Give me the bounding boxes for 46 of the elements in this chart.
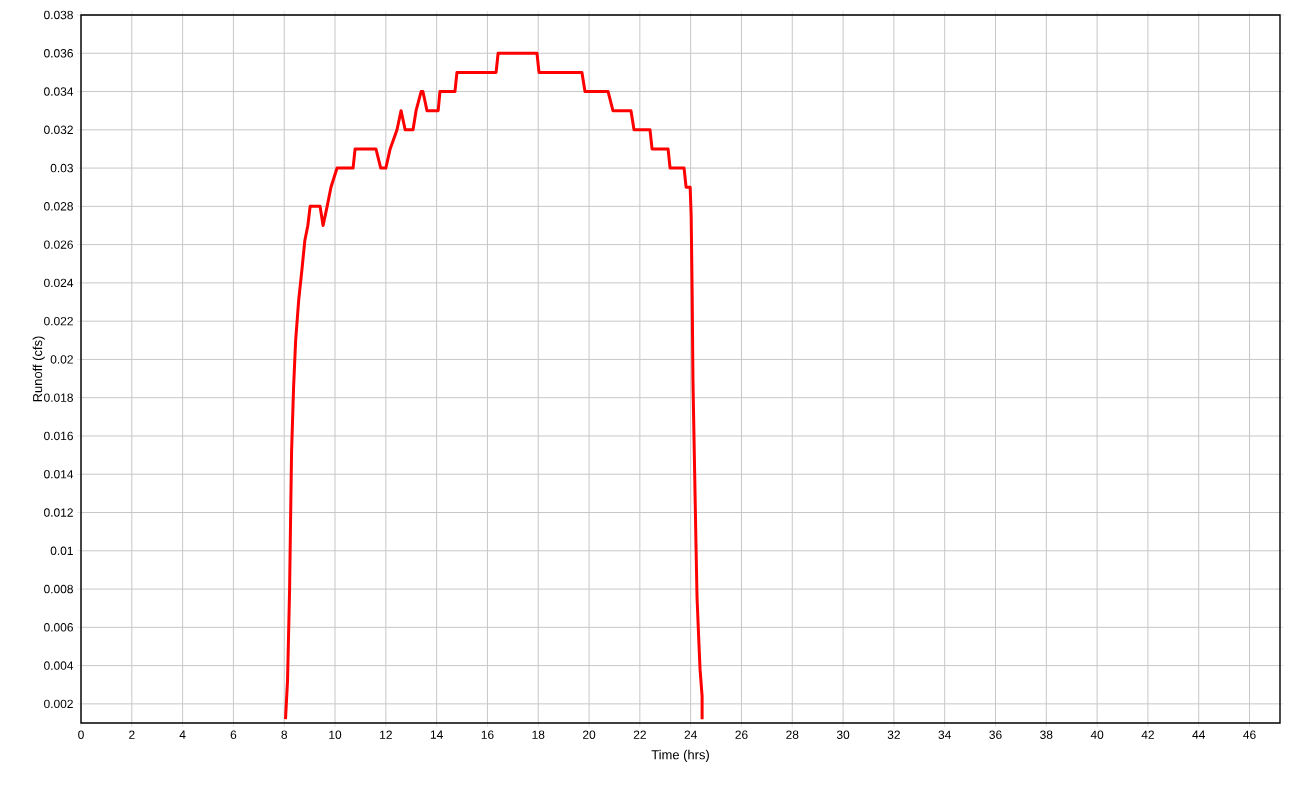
x-tick-label: 8 xyxy=(281,730,288,739)
x-tick-label: 36 xyxy=(989,730,1002,739)
x-tick-label: 2 xyxy=(129,730,135,739)
x-tick-label: 32 xyxy=(887,730,900,739)
x-tick-label: 18 xyxy=(532,730,545,739)
y-tick-label: 0.032 xyxy=(44,125,73,135)
x-tick-label: 4 xyxy=(179,730,186,739)
x-tick-label: 20 xyxy=(583,730,596,739)
x-tick-label: 42 xyxy=(1141,730,1154,739)
line-series xyxy=(283,51,704,721)
y-tick-label: 0.01 xyxy=(50,546,73,556)
x-tick-label: 38 xyxy=(1040,730,1053,739)
x-tick-label: 16 xyxy=(481,730,494,739)
y-tick-label: 0.004 xyxy=(44,661,74,670)
x-tick-label: 40 xyxy=(1090,730,1104,739)
y-tick-label: 0.03 xyxy=(50,163,73,173)
y-tick-label: 0.034 xyxy=(44,87,74,96)
y-tick-label: 0.038 xyxy=(44,10,73,20)
y-tick-label: 0.036 xyxy=(44,49,73,58)
y-tick-label: 0.012 xyxy=(44,508,73,517)
x-tick-label: 26 xyxy=(735,730,748,739)
y-tick-label: 0.018 xyxy=(44,393,73,402)
y-tick-label: 0.028 xyxy=(44,202,73,211)
x-tick-label: 28 xyxy=(786,730,799,739)
y-tick-label: 0.016 xyxy=(44,431,73,441)
y-tick-label: 0.002 xyxy=(44,699,73,709)
x-tick-label: 6 xyxy=(230,730,237,739)
y-tick-label: 0.014 xyxy=(44,470,74,479)
x-tick-label: 0 xyxy=(78,730,84,739)
y-tick-label: 0.006 xyxy=(44,623,73,632)
x-axis-title: Time (hrs) xyxy=(651,749,709,762)
y-tick-label: 0.02 xyxy=(50,355,73,364)
x-tick-label: 12 xyxy=(380,730,392,739)
x-tick-label: 44 xyxy=(1192,730,1206,739)
y-tick-label: 0.022 xyxy=(44,316,73,326)
y-axis-title: Runoff (cfs) xyxy=(32,336,45,402)
y-tick-label: 0.024 xyxy=(44,278,74,288)
x-tick-label: 14 xyxy=(430,730,443,739)
x-tick-label: 30 xyxy=(836,730,850,739)
x-tick-label: 22 xyxy=(633,730,646,739)
x-tick-label: 46 xyxy=(1243,730,1256,739)
y-tick-label: 0.026 xyxy=(44,240,73,249)
y-tick-label: 0.008 xyxy=(44,584,73,594)
x-tick-label: 10 xyxy=(329,730,342,739)
x-tick-label: 24 xyxy=(684,730,697,739)
x-tick-label: 34 xyxy=(938,730,951,739)
